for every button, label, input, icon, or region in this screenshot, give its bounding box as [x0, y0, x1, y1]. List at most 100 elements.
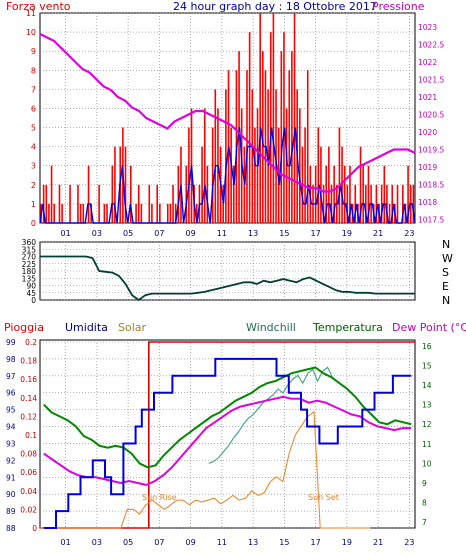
hour-tick-label: 07 — [154, 538, 164, 547]
left-tick-label: 1 — [31, 200, 36, 209]
left-tick-label: 90 — [26, 282, 36, 291]
pioggia-tick-label: 0.18 — [20, 357, 37, 366]
umidita-tick-label: 91 — [6, 473, 16, 482]
sun-set-label: Sun Set — [308, 493, 339, 502]
right-tick-label: 1020.5 — [418, 111, 444, 120]
left-tick-label: 315 — [22, 245, 37, 254]
hour-tick-label: 09 — [186, 229, 196, 238]
hour-tick-label: 03 — [92, 229, 102, 238]
hour-tick-label: 11 — [217, 229, 227, 238]
temp-tick-label: 12 — [422, 420, 432, 429]
right-tick-label: 1019 — [418, 163, 437, 172]
hour-tick-label: 19 — [342, 538, 352, 547]
dewpoint-line — [43, 395, 412, 486]
hour-tick-label: 15 — [279, 229, 289, 238]
legend-label: Windchill — [246, 321, 296, 334]
temp-tick-label: 11 — [422, 440, 432, 449]
pioggia-tick-label: 0.08 — [20, 450, 37, 459]
umidita-tick-label: 97 — [6, 372, 16, 381]
left-tick-label: 4 — [31, 143, 36, 152]
right-tick-label: 1019.5 — [418, 146, 444, 155]
weather-chart: 88 89 90 91 92 93 94 95 96 97 98 99 0 0.02 0.04 0.06 0.0… — [6, 338, 432, 547]
hour-tick-label: 01 — [61, 229, 71, 238]
left-tick-label: 0 — [31, 219, 36, 228]
legend-label: Solar — [118, 321, 147, 334]
umidita-tick-label: 92 — [6, 456, 16, 465]
left-tick-label: 225 — [22, 260, 37, 269]
pioggia-tick-label: 0.12 — [20, 412, 37, 421]
left-tick-label: 45 — [26, 289, 36, 298]
pioggia-tick-label: 0 — [32, 524, 37, 533]
temp-tick-label: 14 — [422, 381, 432, 390]
umidita-tick-label: 98 — [6, 355, 16, 364]
left-tick-label: 10 — [26, 28, 36, 37]
right-tick-label: 1021 — [418, 93, 437, 102]
umidita-tick-label: 89 — [6, 507, 16, 516]
hour-tick-label: 19 — [342, 229, 352, 238]
temp-tick-label: 8 — [422, 499, 427, 508]
umidita-tick-label: 95 — [6, 406, 16, 415]
right-tick-label: 1020 — [418, 128, 437, 137]
hour-tick-label: 05 — [123, 538, 133, 547]
right-tick-label: 1023 — [418, 23, 437, 32]
hour-tick-label: 21 — [373, 229, 383, 238]
solar-line — [40, 410, 370, 529]
wind-chart-frame — [39, 12, 416, 224]
compass-label: W — [442, 252, 453, 265]
right-tick-label: 1022 — [418, 58, 437, 67]
pioggia-tick-label: 0.2 — [25, 338, 37, 347]
pioggia-tick-label: 0.02 — [20, 505, 37, 514]
umidita-tick-label: 90 — [6, 490, 16, 499]
hour-tick-label: 13 — [248, 538, 258, 547]
pioggia-tick-label: 0.04 — [20, 487, 37, 496]
right-tick-label: 1018 — [418, 198, 437, 207]
hour-tick-label: 13 — [248, 229, 258, 238]
pioggia-tick-label: 0.14 — [20, 394, 37, 403]
humidity-line — [43, 357, 412, 529]
left-tick-label: 135 — [22, 274, 37, 283]
left-tick-label: 2 — [31, 181, 36, 190]
compass-label: E — [442, 280, 449, 293]
temp-tick-label: 10 — [422, 459, 432, 468]
umidita-tick-label: 99 — [6, 338, 16, 347]
pioggia-tick-label: 0.06 — [20, 468, 37, 477]
left-tick-label: 6 — [31, 104, 36, 113]
left-tick-label: 9 — [31, 47, 36, 56]
legend-label: Dew Point (°C) — [392, 321, 466, 334]
pioggia-tick-label: 0.1 — [25, 431, 37, 440]
bottom-legend: Pioggia Umidita Solar Windchill Temperatura D… — [4, 321, 466, 334]
right-tick-label: 1017.5 — [418, 216, 444, 225]
temperature-line — [43, 366, 412, 469]
hour-tick-label: 15 — [279, 538, 289, 547]
hour-tick-label: 09 — [186, 538, 196, 547]
sun-rise-label: Sun Rise — [142, 493, 177, 502]
umidita-tick-label: 88 — [6, 524, 16, 533]
temp-tick-label: 13 — [422, 401, 432, 410]
left-tick-label: 360 — [22, 238, 37, 247]
hour-tick-label: 01 — [61, 538, 71, 547]
hour-tick-label: 17 — [311, 229, 321, 238]
temp-tick-label: 7 — [422, 518, 427, 527]
compass-label: N — [442, 294, 450, 307]
umidita-tick-label: 96 — [6, 389, 16, 398]
header-right-title: Pressione — [372, 0, 425, 13]
right-tick-label: 1021.5 — [418, 76, 444, 85]
pressure-line — [39, 33, 416, 193]
wind-avg-line — [39, 127, 416, 224]
left-tick-label: 7 — [31, 85, 36, 94]
umidita-tick-label: 93 — [6, 439, 16, 448]
umidita-tick-label: 94 — [6, 423, 16, 432]
left-tick-label: 8 — [31, 66, 36, 75]
left-tick-label: 180 — [22, 267, 37, 276]
hour-tick-label: 03 — [92, 538, 102, 547]
legend-label: Umidita — [65, 321, 108, 334]
hour-tick-label: 05 — [123, 229, 133, 238]
hour-tick-label: 07 — [154, 229, 164, 238]
pioggia-tick-label: 0.16 — [20, 375, 37, 384]
weather-chart-frame — [39, 339, 416, 529]
compass-label: N — [442, 238, 450, 251]
left-tick-label: 3 — [31, 162, 36, 171]
temp-tick-label: 16 — [422, 342, 432, 351]
